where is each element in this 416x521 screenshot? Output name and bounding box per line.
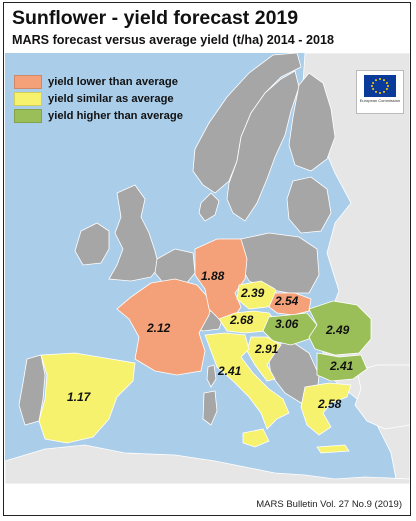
yield-label-romania: 2.49 [325,323,350,337]
yield-label-austria: 2.68 [229,313,254,327]
yield-label-greece: 2.58 [317,397,342,411]
benelux [154,248,196,286]
legend-label-lower: yield lower than average [48,75,178,88]
legend-swatch-similar [14,91,42,106]
country-shape-greece [300,382,352,436]
sweden [226,70,300,222]
yield-label-czechia: 2.39 [240,286,265,300]
eu-flag-icon [364,75,396,97]
legend-item-higher: yield higher than average [14,107,183,124]
north-africa [5,444,410,484]
country-shape-croatia [246,336,282,382]
yield-label-france: 2.12 [146,321,171,335]
country-shape-bulgaria [316,352,368,382]
sardinia [202,390,218,426]
legend-swatch-higher [14,108,42,123]
country-shape-hungary [262,312,318,346]
legend-item-lower: yield lower than average [14,73,183,90]
yield-label-croatia: 2.91 [254,342,279,356]
country-shape-germany [194,238,248,320]
eu-logo-text: European Commission [359,98,401,103]
country-shape-romania [308,300,372,356]
map-canvas: 2.12 1.88 1.17 2.39 2.54 2.68 3.06 2.91 … [5,53,410,484]
yield-label-italy: 2.41 [217,364,242,378]
country-shape-spain [38,352,136,444]
legend: yield lower than average yield similar a… [14,73,183,124]
ireland [74,222,110,266]
europe-map: 2.12 1.88 1.17 2.39 2.54 2.68 3.06 2.91 … [5,53,410,484]
yield-label-bulgaria: 2.41 [329,359,354,373]
great-britain [108,184,160,282]
european-commission-logo: European Commission [356,70,404,114]
baltics [286,176,332,234]
map-figure: 2.12 1.88 1.17 2.39 2.54 2.68 3.06 2.91 … [3,2,411,516]
yield-label-germany: 1.88 [201,269,225,283]
turkey [354,364,410,430]
denmark [198,192,220,222]
country-shape-slovakia [268,292,312,316]
legend-label-higher: yield higher than average [48,109,183,122]
country-shape-france [116,278,212,376]
country-shape-crete [316,444,350,454]
country-shape-sicily [242,428,270,448]
yield-label-slovakia: 2.54 [274,294,299,308]
legend-swatch-lower [14,74,42,89]
country-shape-italy [204,332,290,430]
map-title: Sunflower - yield forecast 2019 [12,7,299,29]
legend-item-similar: yield similar as average [14,90,183,107]
source-footer: MARS Bulletin Vol. 27 No.9 (2019) [256,499,402,510]
yield-label-spain: 1.17 [67,390,92,404]
yield-label-hungary: 3.06 [275,317,299,331]
map-subtitle: MARS forecast versus average yield (t/ha… [12,33,334,47]
finland [288,72,336,172]
corsica [206,364,217,388]
legend-label-similar: yield similar as average [48,92,174,105]
